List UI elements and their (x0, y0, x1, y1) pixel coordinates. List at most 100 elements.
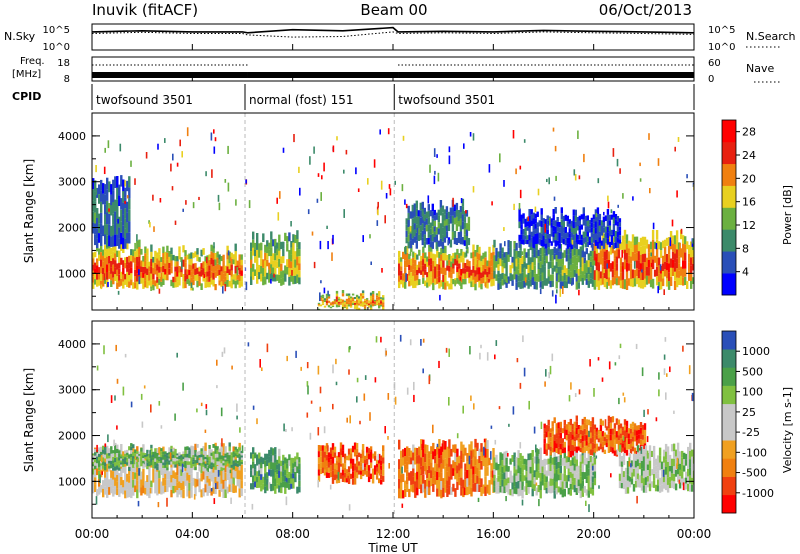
range-cell (380, 470, 383, 475)
range-cell (319, 299, 323, 301)
range-cell (218, 269, 221, 276)
range-cell (614, 231, 618, 237)
range-cell (94, 458, 97, 463)
range-cell (559, 449, 562, 455)
range-cell (124, 453, 127, 458)
range-cell (635, 430, 639, 436)
range-cell (625, 252, 629, 263)
range-cell (452, 444, 455, 453)
sparse-echo (477, 497, 480, 503)
range-cell (256, 249, 259, 259)
range-cell (583, 251, 586, 258)
range-cell (218, 475, 221, 483)
range-cell (420, 260, 423, 266)
range-cell (553, 448, 556, 457)
range-cell (341, 463, 345, 470)
freq-left-label: Freq. (20, 56, 45, 67)
range-cell (523, 261, 526, 268)
range-cell (351, 293, 355, 296)
range-cell (252, 447, 255, 455)
range-cell (415, 232, 418, 241)
range-cell (674, 449, 678, 457)
range-cell (620, 482, 624, 489)
range-cell (152, 454, 155, 458)
station-title: Inuvik (fitACF) (92, 1, 198, 19)
range-cell (152, 262, 155, 269)
range-cell (478, 477, 481, 485)
range-cell (592, 219, 596, 224)
range-cell (613, 439, 617, 445)
range-cell (405, 224, 408, 231)
range-cell (595, 253, 599, 262)
sparse-echo (187, 278, 190, 283)
range-cell (451, 207, 455, 216)
range-cell (170, 445, 173, 449)
range-cell (288, 477, 291, 484)
range-cell (442, 245, 445, 253)
range-cell (551, 442, 554, 448)
range-cell (202, 268, 205, 275)
range-cell (226, 466, 229, 474)
range-cell (327, 300, 331, 303)
range-cell (629, 256, 633, 264)
range-cell (604, 226, 608, 233)
range-cell (298, 256, 301, 264)
range-cell (158, 459, 161, 462)
range-cell (547, 458, 550, 465)
sparse-echo (236, 415, 238, 420)
range-cell (355, 454, 359, 461)
sparse-echo (666, 373, 668, 377)
range-cell (238, 462, 241, 466)
range-cell (467, 238, 471, 246)
range-cell (367, 470, 371, 477)
range-cell (515, 274, 518, 282)
range-cell (595, 443, 599, 448)
range-cell (545, 459, 548, 465)
range-cell (369, 457, 373, 463)
range-cell (467, 216, 471, 224)
range-cell (517, 480, 520, 489)
range-cell (474, 263, 477, 271)
range-cell (522, 239, 525, 245)
sparse-echo (682, 482, 685, 490)
range-cell (581, 257, 584, 265)
range-cell (437, 222, 440, 229)
range-cell (112, 190, 115, 203)
range-cell (402, 490, 405, 499)
range-cell (538, 220, 541, 227)
range-cell (154, 448, 157, 452)
range-cell (593, 270, 597, 280)
range-cell (202, 488, 205, 497)
range-cell (545, 248, 548, 256)
range-cell (410, 272, 413, 279)
range-cell (608, 225, 612, 231)
range-cell (319, 451, 323, 457)
range-cell (557, 428, 560, 436)
range-cell (555, 261, 558, 269)
range-cell (158, 485, 161, 494)
range-cell (634, 480, 638, 488)
range-cell (567, 445, 570, 452)
range-cell (398, 469, 401, 479)
range-cell (317, 308, 321, 310)
range-cell (252, 482, 255, 490)
range-cell (266, 472, 269, 479)
range-cell (596, 214, 600, 222)
range-cell (410, 265, 413, 273)
range-cell (657, 273, 661, 282)
range-cell (422, 271, 425, 278)
range-cell (361, 293, 365, 296)
sparse-echo (114, 395, 116, 401)
range-cell (440, 455, 443, 464)
range-cell (493, 486, 496, 493)
range-cell (126, 233, 129, 244)
sparse-echo (658, 372, 660, 380)
sparse-echo (287, 485, 290, 490)
range-cell (563, 458, 566, 466)
range-cell (681, 450, 684, 458)
range-cell (118, 227, 121, 239)
sparse-echo (436, 154, 438, 158)
range-cell (280, 466, 283, 472)
range-cell (521, 272, 524, 281)
range-cell (226, 486, 229, 494)
